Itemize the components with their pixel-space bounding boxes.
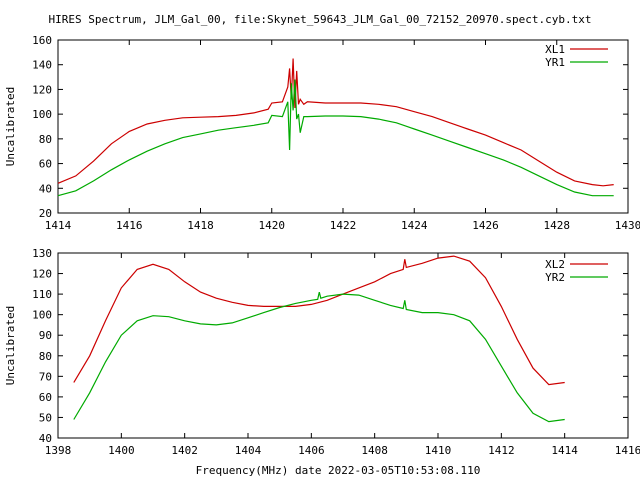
- y-tick-label: 130: [32, 247, 52, 260]
- x-tick-label: 1418: [187, 219, 214, 232]
- y-tick-label: 50: [39, 411, 52, 424]
- x-tick-label: 1402: [171, 444, 198, 457]
- x-tick-label: 1406: [298, 444, 325, 457]
- x-tick-label: 1410: [425, 444, 452, 457]
- x-tick-label: 1426: [472, 219, 499, 232]
- y-axis-label: Uncalibrated: [4, 306, 17, 385]
- y-tick-label: 40: [39, 182, 52, 195]
- x-tick-label: 1398: [45, 444, 72, 457]
- legend-label-yr2: YR2: [545, 271, 565, 284]
- x-axis-label: Frequency(MHz) date 2022-03-05T10:53:08.…: [196, 464, 481, 477]
- plot-frame: [57, 39, 629, 214]
- y-tick-label: 140: [32, 59, 52, 72]
- bottom-spectrum-panel: 1398 1400 1402 1404 1406 1408 1410 1412 1414 1416…: [4, 247, 640, 457]
- y-tick-label: 80: [39, 133, 52, 146]
- x-tick-label: 1408: [361, 444, 388, 457]
- x-tick-label: 1412: [488, 444, 515, 457]
- figure-title: HIRES Spectrum, JLM_Gal_00, file:Skynet_…: [48, 13, 591, 26]
- series-line-xl2: [73, 255, 565, 386]
- series-line-xl1: [57, 58, 614, 187]
- y-tick-label: 100: [32, 108, 52, 121]
- y-tick-label: 60: [39, 391, 52, 404]
- x-tick-label: 1414: [551, 444, 578, 457]
- x-tick-label: 1416: [615, 444, 640, 457]
- x-tick-label: 1404: [235, 444, 262, 457]
- series-line-yr1: [57, 79, 614, 197]
- y-axis-label: Uncalibrated: [4, 87, 17, 166]
- y-tick-label: 90: [39, 329, 52, 342]
- y-tick-label: 80: [39, 350, 52, 363]
- x-tick-label: 1424: [401, 219, 428, 232]
- legend-label-xl1: XL1: [545, 43, 565, 56]
- x-tick-label: 1422: [330, 219, 357, 232]
- legend-label-xl2: XL2: [545, 258, 565, 271]
- plot-frame: [57, 252, 629, 439]
- y-tick-label: 40: [39, 432, 52, 445]
- x-tick-label: 1414: [45, 219, 72, 232]
- y-tick-label: 70: [39, 370, 52, 383]
- x-tick-label: 1400: [108, 444, 135, 457]
- y-tick-label: 120: [32, 83, 52, 96]
- y-tick-label: 20: [39, 207, 52, 220]
- x-tick-label: 1416: [116, 219, 143, 232]
- top-spectrum-panel: 1414 1416 1418 1420 1422 1424 1426 1428 1430 20 40…: [4, 34, 640, 232]
- x-tick-label: 1428: [544, 219, 571, 232]
- y-tick-label: 60: [39, 158, 52, 171]
- y-tick-label: 100: [32, 309, 52, 322]
- y-tick-label: 110: [32, 288, 52, 301]
- y-tick-label: 160: [32, 34, 52, 47]
- legend-label-yr1: YR1: [545, 56, 565, 69]
- x-tick-label: 1420: [259, 219, 286, 232]
- x-tick-label: 1430: [615, 219, 640, 232]
- y-tick-label: 120: [32, 268, 52, 281]
- series-line-yr2: [73, 291, 565, 423]
